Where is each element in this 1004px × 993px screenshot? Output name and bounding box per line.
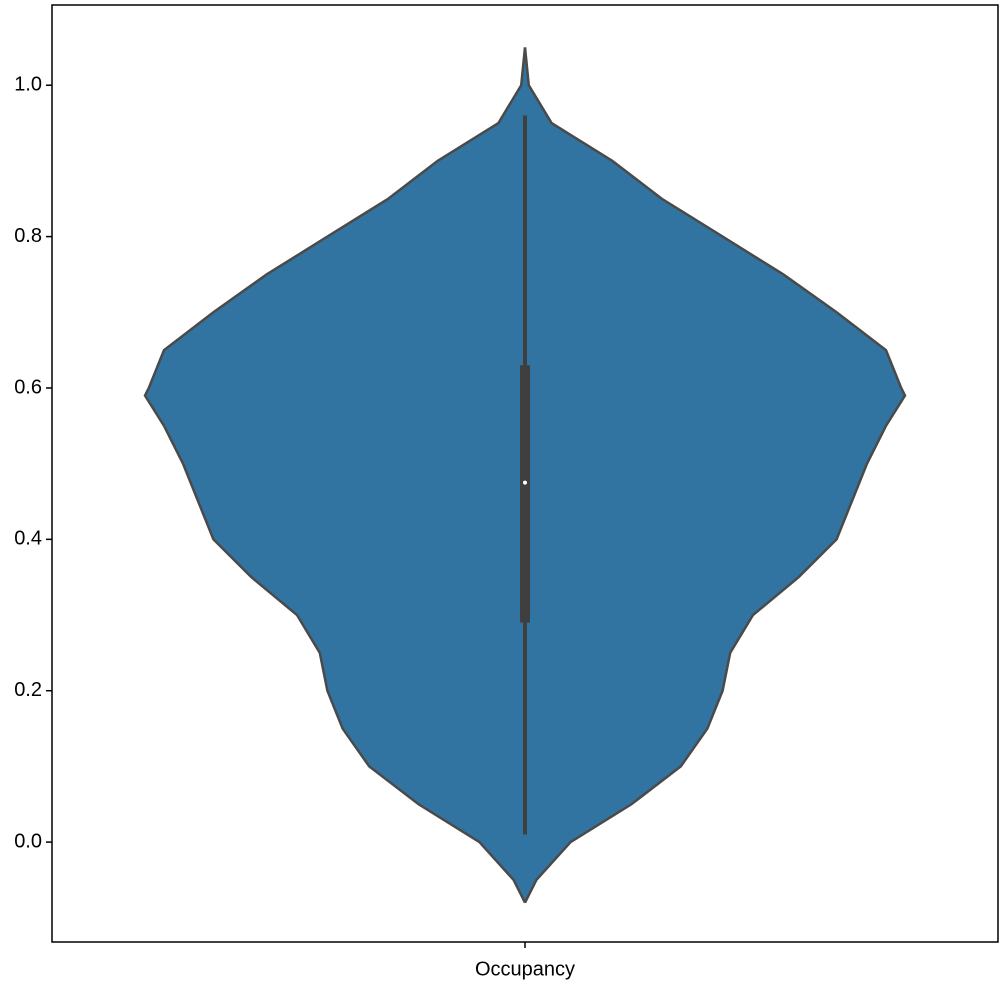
y-tick-label: 0.2 <box>14 679 42 701</box>
y-tick-label: 0.0 <box>14 830 42 852</box>
y-tick-label: 0.4 <box>14 528 42 550</box>
violin-half <box>523 47 907 904</box>
x-tick-label: Occupancy <box>475 958 575 980</box>
iqr-box <box>520 365 530 623</box>
median <box>523 480 527 485</box>
y-tick-label: 0.6 <box>14 376 42 398</box>
y-tick-label: 0.8 <box>14 225 42 247</box>
violin-half <box>143 47 527 904</box>
y-tick-label: 1.0 <box>14 74 42 96</box>
